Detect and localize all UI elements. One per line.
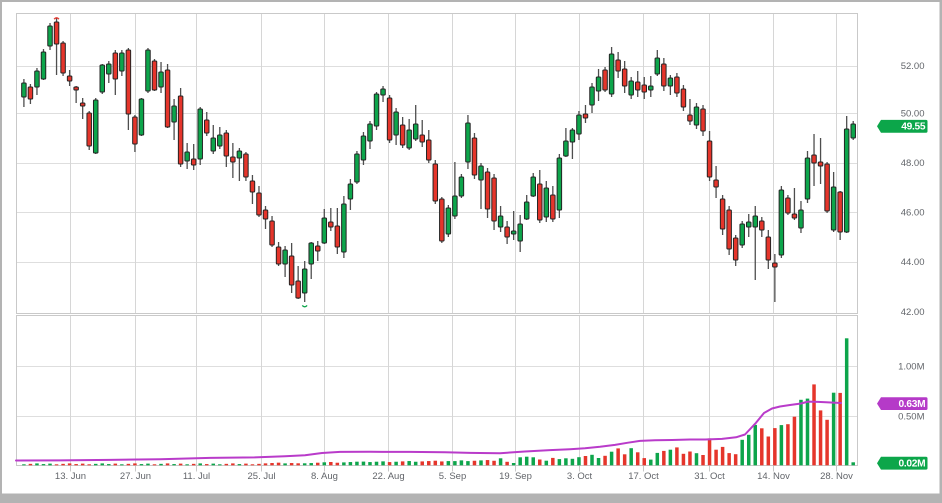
- svg-text:5. Sep: 5. Sep: [439, 471, 466, 482]
- svg-text:25. Jul: 25. Jul: [248, 471, 276, 482]
- svg-text:0.63M: 0.63M: [898, 399, 925, 410]
- svg-text:22. Aug: 22. Aug: [372, 471, 404, 482]
- svg-text:44.00: 44.00: [901, 257, 925, 268]
- svg-text:0.50M: 0.50M: [898, 412, 924, 423]
- svg-text:49.55: 49.55: [901, 122, 926, 133]
- svg-text:46.00: 46.00: [901, 208, 925, 219]
- svg-text:13. Jun: 13. Jun: [55, 471, 86, 482]
- svg-text:17. Oct: 17. Oct: [628, 471, 659, 482]
- svg-text:48.00: 48.00: [901, 158, 925, 169]
- svg-text:31. Oct: 31. Oct: [694, 471, 725, 482]
- svg-text:50.00: 50.00: [901, 109, 925, 120]
- svg-text:11. Jul: 11. Jul: [183, 471, 210, 482]
- svg-text:8. Aug: 8. Aug: [311, 471, 338, 482]
- svg-text:27. Jun: 27. Jun: [120, 471, 151, 482]
- svg-text:42.00: 42.00: [901, 307, 925, 318]
- svg-text:14. Nov: 14. Nov: [757, 471, 790, 482]
- svg-text:19. Sep: 19. Sep: [499, 471, 532, 482]
- svg-text:28. Nov: 28. Nov: [820, 471, 853, 482]
- svg-text:0.02M: 0.02M: [898, 459, 925, 470]
- svg-text:3. Oct: 3. Oct: [567, 471, 593, 482]
- svg-text:52.00: 52.00: [901, 61, 925, 72]
- svg-text:1.00M: 1.00M: [898, 362, 924, 373]
